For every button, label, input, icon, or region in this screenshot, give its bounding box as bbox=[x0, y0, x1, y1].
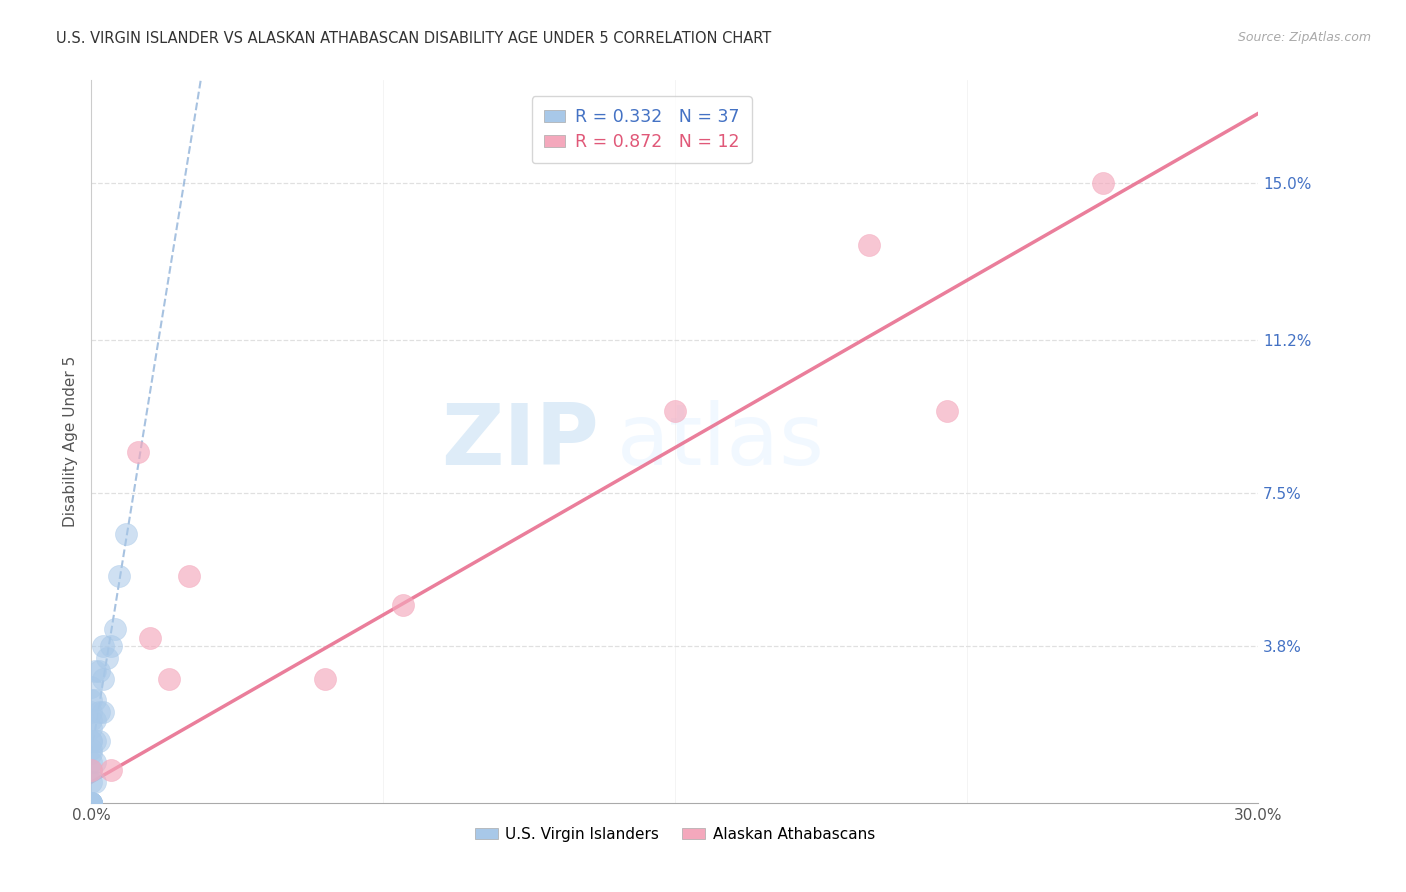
Point bbox=[157, 672, 180, 686]
Point bbox=[80, 713, 103, 727]
Point bbox=[80, 796, 103, 810]
Point bbox=[80, 705, 103, 719]
Point bbox=[138, 631, 162, 645]
Point bbox=[80, 742, 103, 756]
Point bbox=[80, 692, 103, 706]
Point bbox=[89, 705, 111, 719]
Point bbox=[80, 763, 103, 777]
Point bbox=[84, 664, 107, 678]
Text: atlas: atlas bbox=[617, 400, 824, 483]
Point bbox=[80, 796, 103, 810]
Text: U.S. VIRGIN ISLANDER VS ALASKAN ATHABASCAN DISABILITY AGE UNDER 5 CORRELATION CH: U.S. VIRGIN ISLANDER VS ALASKAN ATHABASC… bbox=[56, 31, 772, 46]
Point bbox=[91, 705, 114, 719]
Point bbox=[84, 775, 107, 789]
Point bbox=[80, 796, 103, 810]
Point bbox=[80, 680, 103, 694]
Point bbox=[107, 568, 129, 582]
Point bbox=[80, 796, 103, 810]
Text: Source: ZipAtlas.com: Source: ZipAtlas.com bbox=[1237, 31, 1371, 45]
Point bbox=[91, 672, 114, 686]
Point bbox=[84, 692, 107, 706]
Point bbox=[100, 639, 122, 653]
Point bbox=[84, 755, 107, 769]
Point bbox=[80, 746, 103, 760]
Point bbox=[104, 623, 127, 637]
Point bbox=[177, 568, 200, 582]
Point bbox=[96, 651, 118, 665]
Text: ZIP: ZIP bbox=[441, 400, 599, 483]
Point bbox=[89, 734, 111, 748]
Point bbox=[80, 755, 103, 769]
Point bbox=[80, 722, 103, 736]
Point bbox=[664, 403, 686, 417]
Point bbox=[858, 238, 880, 252]
Point bbox=[115, 527, 138, 541]
Point bbox=[80, 796, 103, 810]
Point bbox=[936, 403, 959, 417]
Point bbox=[127, 445, 149, 459]
Point bbox=[391, 598, 413, 612]
Point bbox=[80, 734, 103, 748]
Point bbox=[1091, 177, 1114, 191]
Point bbox=[80, 796, 103, 810]
Point bbox=[314, 672, 336, 686]
Point bbox=[91, 639, 114, 653]
Point bbox=[80, 796, 103, 810]
Point bbox=[80, 775, 103, 789]
Point bbox=[84, 713, 107, 727]
Legend: U.S. Virgin Islanders, Alaskan Athabascans: U.S. Virgin Islanders, Alaskan Athabasca… bbox=[467, 819, 883, 849]
Point bbox=[84, 734, 107, 748]
Point bbox=[80, 763, 103, 777]
Point bbox=[80, 796, 103, 810]
Point bbox=[80, 734, 103, 748]
Y-axis label: Disability Age Under 5: Disability Age Under 5 bbox=[62, 356, 77, 527]
Point bbox=[100, 763, 122, 777]
Point bbox=[89, 664, 111, 678]
